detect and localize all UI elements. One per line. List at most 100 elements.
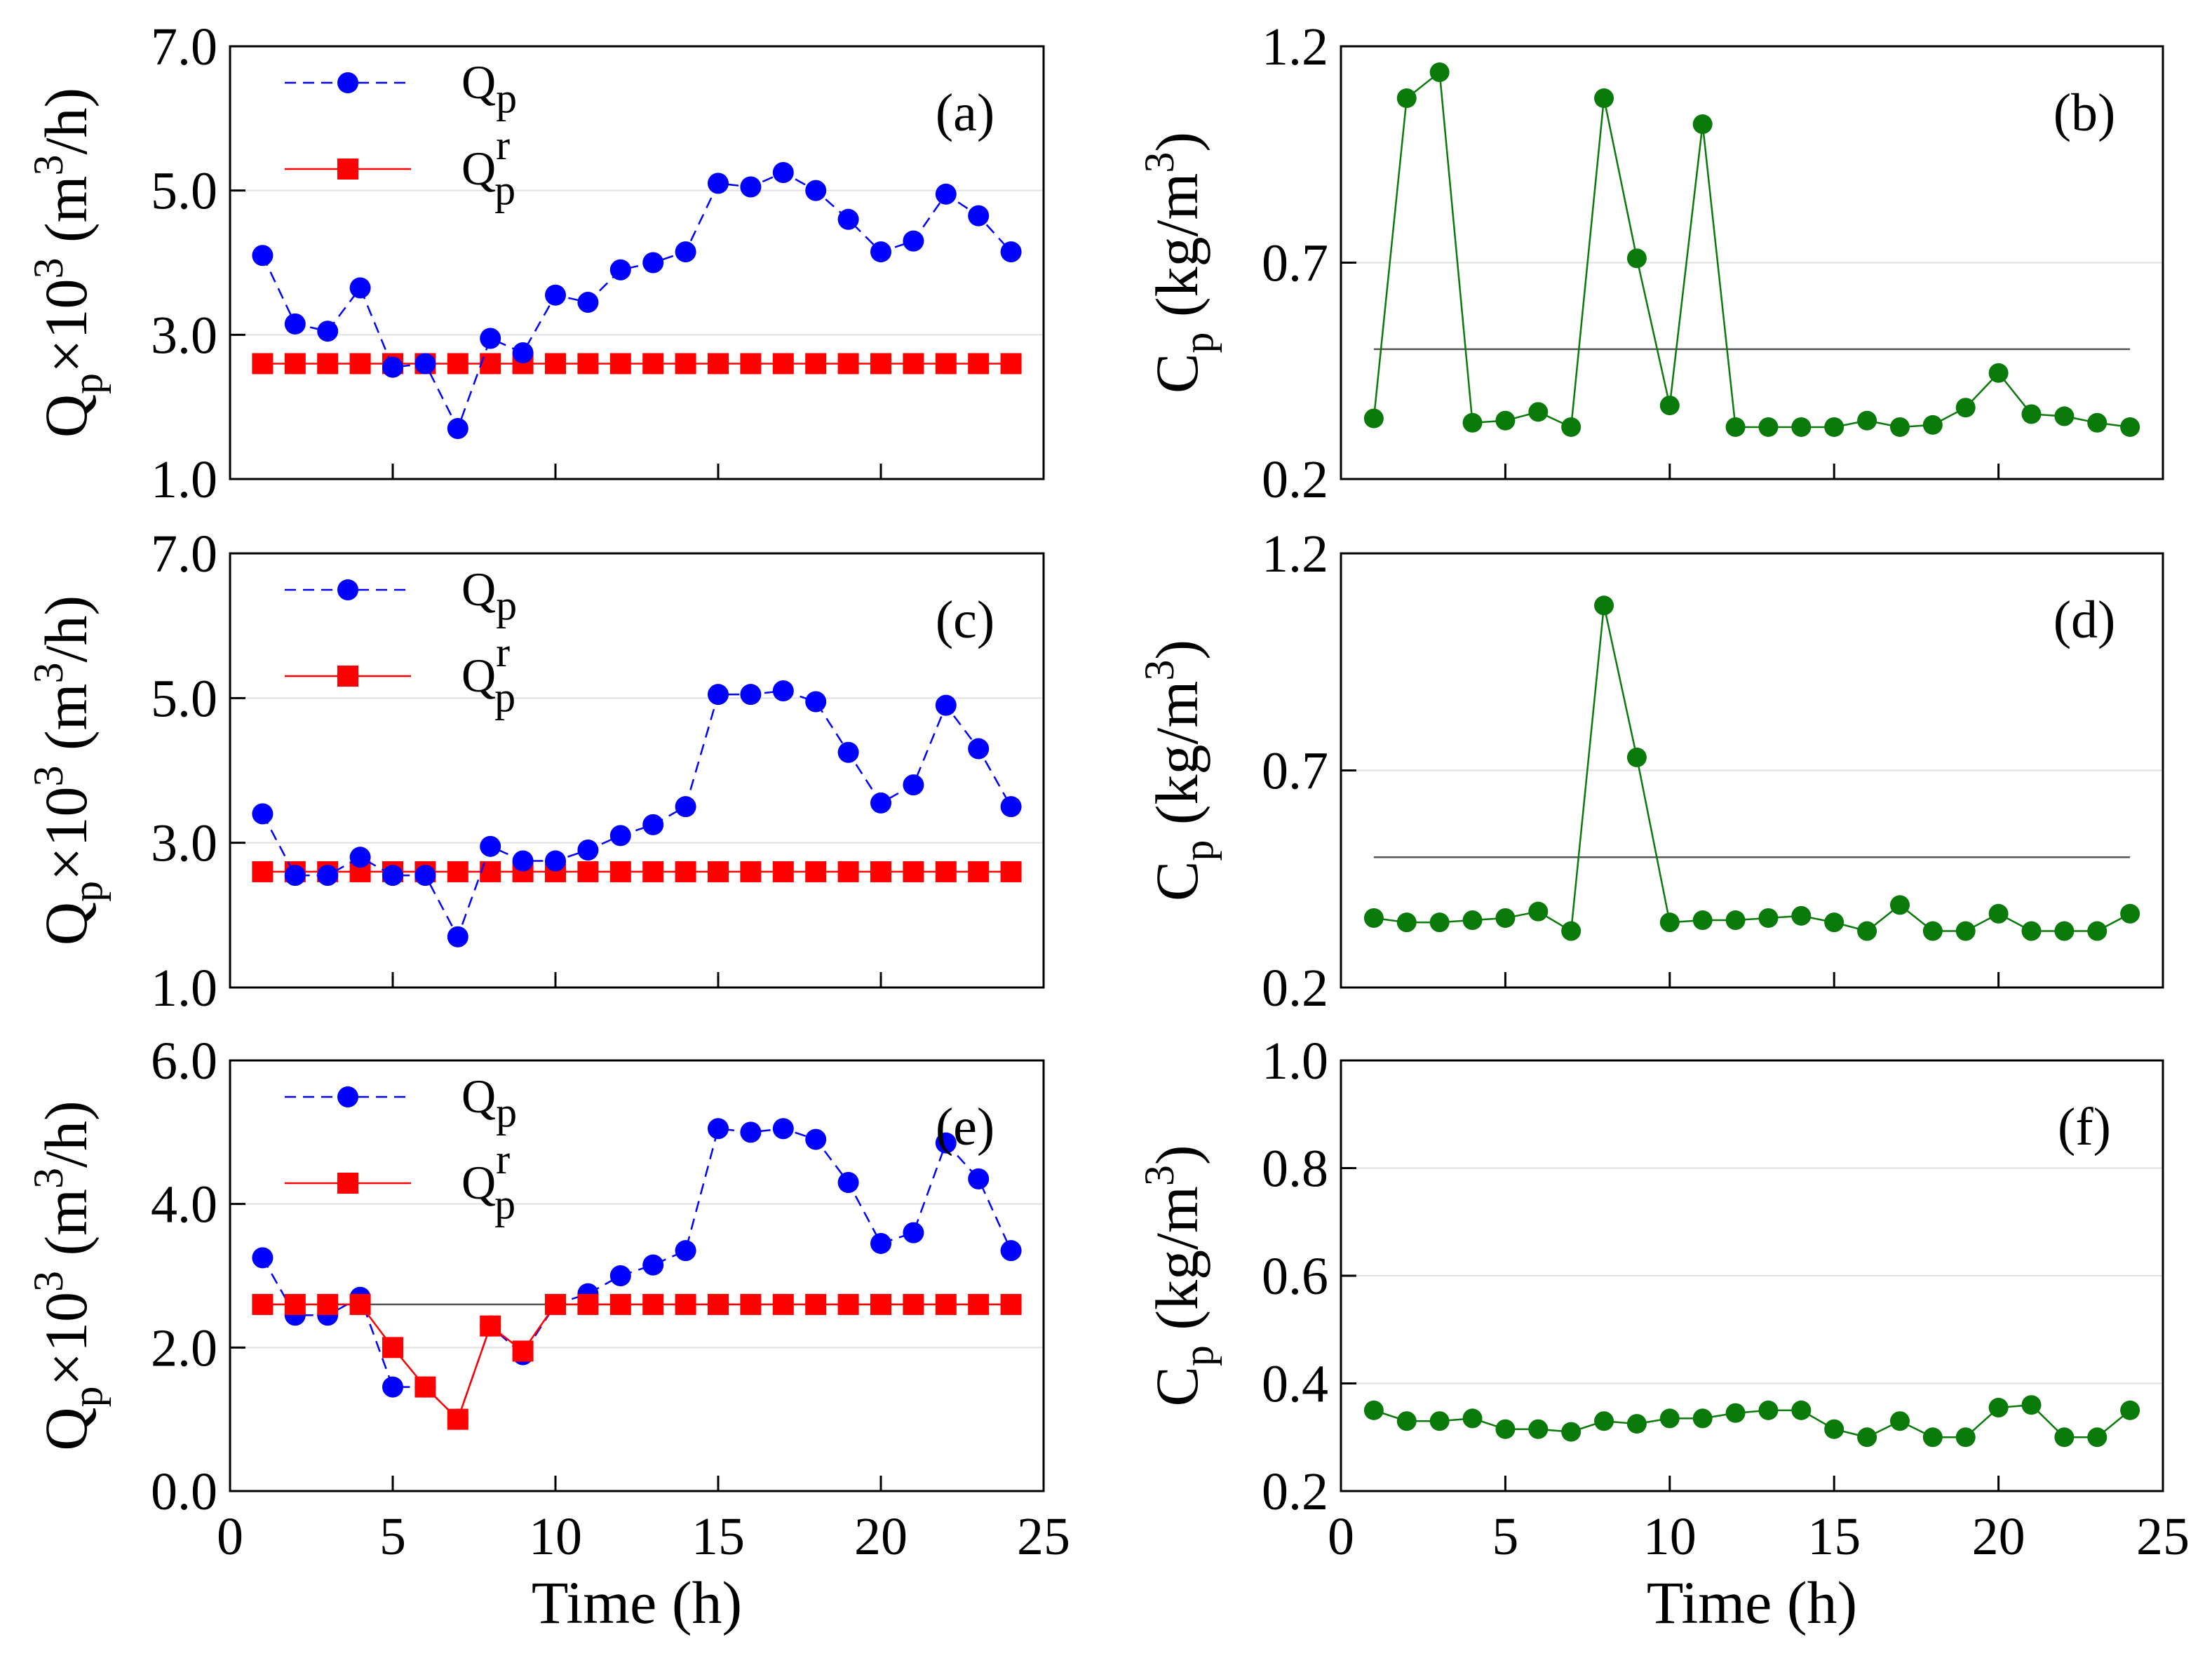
q-marker [805, 691, 827, 713]
legend-qr-subscript: p [494, 674, 515, 720]
ylabel-multiplier: ×10 [32, 1292, 100, 1387]
q-marker [480, 328, 501, 349]
ylabel-subscript: p [1175, 1345, 1222, 1366]
qr-marker [968, 861, 990, 882]
legend-qr-label: Qr p [461, 1136, 515, 1227]
qr-marker [577, 1293, 599, 1315]
ylabel-unit: (m [32, 175, 100, 257]
legend-q-symbol: Q [461, 562, 496, 616]
legend-qr-symbol: Q [461, 649, 496, 702]
q-marker [577, 839, 599, 861]
y-tick-label: 5.0 [151, 162, 217, 221]
y-tick-label: 7.0 [151, 18, 217, 76]
q-marker [870, 1232, 891, 1254]
qr-marker [252, 353, 274, 375]
qr-marker [740, 1293, 762, 1315]
ylabel-unit-close: /h) [32, 1100, 100, 1168]
c-marker [2021, 921, 2042, 941]
y-tick-label: 0.2 [1262, 450, 1328, 509]
c-marker [2021, 1395, 2042, 1415]
c-marker [1692, 114, 1713, 135]
qr-marker [870, 353, 891, 375]
y-tick-label: 4.0 [151, 1175, 217, 1234]
q-marker [447, 418, 468, 440]
ylabel-unit-close: ) [1143, 1145, 1210, 1166]
q-marker [642, 814, 664, 835]
c-marker [1922, 1427, 1943, 1448]
c-marker [2054, 1427, 2075, 1448]
qr-marker [609, 861, 631, 882]
qr-marker [609, 1293, 631, 1315]
c-marker [1528, 1419, 1549, 1439]
qr-marker [252, 1293, 274, 1315]
legend-qr-superscript: r [496, 122, 510, 168]
qr-marker [870, 1293, 891, 1315]
panel-f: 0.2 0.4 0.6 0.8 1.0 0 5 10 15 20 25 Time (h) Cp (kg/… [1136, 1032, 2190, 1636]
c-marker [1988, 363, 2009, 383]
ylabel-unit-close: /h) [32, 595, 100, 663]
c-marker [1889, 1411, 1910, 1431]
c-marker [1659, 912, 1680, 933]
c-marker [2120, 1400, 2140, 1420]
legend-qr-subscript: p [494, 167, 515, 213]
qr-marker [805, 1293, 827, 1315]
qr-marker [317, 353, 339, 375]
q-marker [1000, 241, 1022, 263]
y-tick-label: 3.0 [151, 306, 217, 365]
qr-marker [708, 1293, 729, 1315]
q-marker [414, 353, 436, 375]
c-marker [1396, 912, 1417, 933]
y-tick-label: 0.4 [1262, 1355, 1328, 1414]
c-marker [1462, 412, 1483, 433]
c-series-line [1373, 605, 2131, 933]
y-tick-label: 1.0 [151, 450, 217, 509]
q-marker [708, 684, 729, 706]
q-marker [609, 1265, 631, 1286]
q-marker [675, 796, 696, 818]
q-marker [968, 205, 990, 227]
qr-marker [772, 353, 794, 375]
c-marker [1462, 1408, 1483, 1429]
qr-marker [349, 1293, 371, 1315]
ylabel-unit-exponent: 3 [25, 662, 72, 683]
y-axis-label: Cp (kg/m3) [1136, 1145, 1222, 1407]
qr-marker [447, 861, 468, 882]
ylabel-symbol: C [1143, 353, 1210, 393]
ylabel-unit: (kg/m [1143, 173, 1210, 332]
q-marker [837, 741, 859, 763]
y-axis-label: Qp×103 (m3/h) [25, 595, 111, 945]
legend-qr-superscript: r [496, 629, 510, 675]
qr-series-line [262, 1303, 1011, 1421]
qr-marker [252, 861, 274, 882]
qr-marker [903, 861, 924, 882]
y-tick-label: 0.7 [1262, 234, 1328, 293]
q-marker [708, 1118, 729, 1140]
qr-marker [349, 353, 371, 375]
c-marker [2087, 921, 2108, 941]
qr-marker [642, 861, 664, 882]
c-marker [1462, 910, 1483, 931]
c-marker [1429, 62, 1450, 83]
q-marker [284, 865, 306, 887]
legend-qr-marker [337, 666, 358, 687]
y-axis-label: Qp×103 (m3/h) [25, 88, 111, 438]
panel-label: (f) [2058, 1098, 2111, 1157]
q-marker [382, 865, 403, 887]
y-tick-label: 0.2 [1262, 1462, 1328, 1521]
c-marker [2054, 406, 2075, 426]
c-marker [1429, 1411, 1450, 1431]
q-marker [675, 1240, 696, 1262]
q-marker [740, 684, 762, 706]
ylabel-symbol: Q [32, 1408, 100, 1451]
qr-marker [1000, 1293, 1022, 1315]
c-marker [1955, 1427, 1976, 1448]
c-marker [1363, 1400, 1384, 1420]
c-marker [1922, 414, 1943, 435]
panel-label: (d) [2053, 591, 2116, 649]
c-marker [1791, 905, 1812, 926]
c-marker [1594, 1411, 1614, 1431]
y-axis-label: Qp×103 (m3/h) [25, 1100, 111, 1450]
q-marker [870, 792, 891, 814]
